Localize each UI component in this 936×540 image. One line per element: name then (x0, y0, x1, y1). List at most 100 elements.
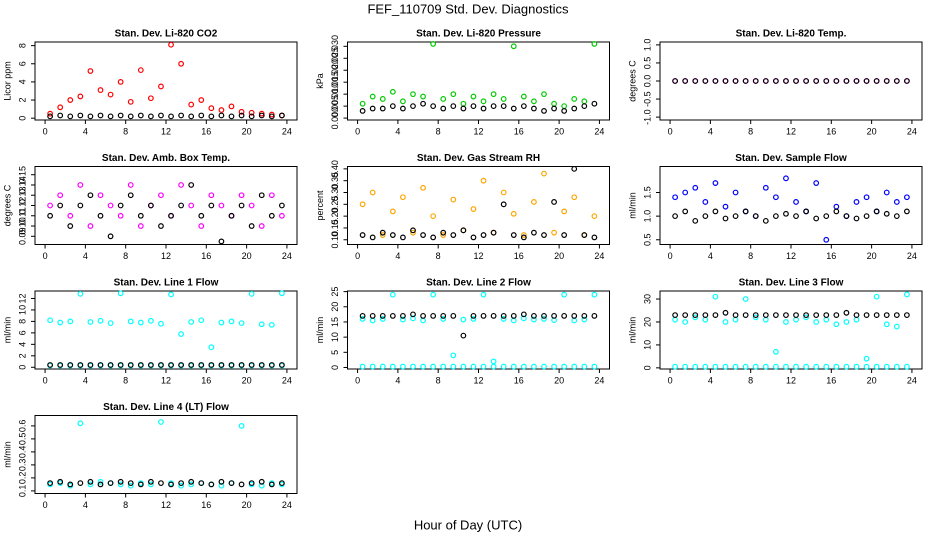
x-tick-label: 16 (201, 500, 211, 510)
data-point (208, 105, 215, 112)
y-tick-label: 0.14 (17, 176, 27, 194)
data-point (87, 192, 94, 199)
data-point (359, 316, 366, 322)
y-tick-label: 25 (330, 287, 340, 297)
data-point (359, 201, 366, 208)
x-tick-label: 8 (748, 126, 753, 136)
data-point (732, 189, 739, 196)
x-tick-label: 24 (282, 375, 292, 385)
x-tick-label: 20 (242, 375, 252, 385)
data-point (591, 291, 598, 298)
y-axis-label: percent (315, 190, 325, 221)
x-tick-label: 20 (242, 126, 252, 136)
data-point (783, 363, 789, 370)
data-point (87, 68, 94, 74)
data-point (722, 309, 729, 316)
y-tick-label: 0.4 (17, 446, 27, 459)
data-point (379, 312, 386, 319)
x-tick-label: 12 (473, 251, 483, 261)
data-point (883, 78, 890, 84)
x-tick-label: 8 (123, 500, 128, 510)
data-point (682, 363, 689, 370)
data-point (510, 105, 517, 112)
data-point (178, 182, 185, 188)
data-point (369, 312, 376, 319)
y-tick-label: 0.25 (330, 196, 340, 214)
data-point (480, 291, 487, 298)
panel-title: Stan. Dev. Line 3 Flow (739, 278, 844, 289)
y-tick-label: 10 (17, 305, 27, 315)
x-tick-label: 0 (43, 126, 48, 136)
data-point (591, 312, 598, 319)
x-tick-label: 8 (436, 375, 441, 385)
data-point (117, 212, 124, 219)
data-point (400, 105, 406, 112)
y-tick-label: 0 (642, 365, 652, 370)
data-point (772, 78, 779, 84)
y-axis-label: ml/min (627, 317, 637, 344)
data-point (117, 290, 124, 297)
x-tick-label: 0 (355, 375, 360, 385)
data-point (238, 108, 245, 115)
data-point (77, 290, 84, 297)
y-tick-label: 2 (17, 353, 27, 358)
data-point (87, 319, 94, 325)
data-point (127, 192, 134, 199)
data-point (873, 78, 880, 84)
y-tick-label: 0.30 (330, 184, 340, 202)
x-tick-label: 16 (201, 251, 211, 261)
data-point (67, 481, 74, 488)
data-point (77, 93, 84, 100)
data-point (188, 478, 195, 485)
data-point (883, 363, 890, 370)
data-point (551, 199, 557, 205)
data-point (470, 93, 477, 100)
data-point (581, 98, 588, 105)
data-point (732, 213, 739, 220)
data-point (127, 482, 134, 489)
data-point (823, 316, 830, 323)
data-point (228, 113, 235, 120)
data-point (97, 112, 104, 119)
data-point (97, 317, 104, 324)
data-point (581, 312, 588, 319)
data-point (531, 229, 537, 236)
data-point (762, 312, 769, 318)
data-point (389, 88, 396, 95)
data-point (853, 312, 860, 318)
data-point (732, 363, 739, 370)
data-point (520, 234, 527, 241)
data-point (853, 215, 860, 222)
data-point (198, 317, 205, 324)
data-point (117, 202, 124, 209)
data-point (137, 362, 144, 368)
plot-frame (659, 166, 923, 245)
data-point (903, 194, 910, 201)
x-tick-label: 20 (867, 126, 877, 136)
data-point (218, 112, 225, 119)
data-point (883, 189, 890, 196)
data-point (359, 100, 366, 107)
x-tick-label: 20 (554, 375, 564, 385)
data-point (238, 481, 245, 488)
data-point (198, 212, 205, 219)
y-axis-label: ml/min (2, 441, 12, 468)
data-point (591, 363, 598, 370)
x-tick-label: 4 (395, 251, 400, 261)
data-point (248, 223, 255, 229)
data-point (218, 482, 225, 489)
data-point (460, 105, 467, 112)
data-point (823, 363, 830, 370)
y-tick-label: 0.15 (17, 166, 27, 184)
y-tick-label: 0.1 (17, 485, 27, 498)
data-point (137, 212, 144, 219)
data-point (692, 314, 699, 321)
data-point (208, 344, 215, 351)
data-point (480, 105, 487, 112)
data-point (561, 232, 568, 238)
y-axis-label: ml/min (315, 317, 325, 344)
data-point (873, 363, 880, 370)
data-point (732, 78, 739, 84)
data-point (873, 312, 880, 318)
plot-frame (34, 166, 298, 245)
